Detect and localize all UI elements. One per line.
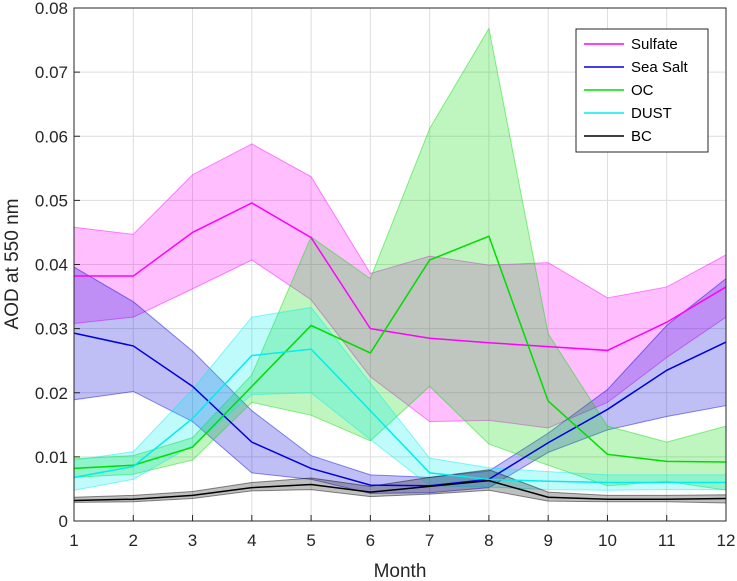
uncertainty-bands — [73, 27, 727, 504]
y-tick-label: 0.06 — [35, 127, 68, 146]
legend-label-oc: OC — [631, 82, 654, 99]
y-tick-label: 0.07 — [35, 63, 68, 82]
x-tick-label: 8 — [484, 531, 493, 550]
y-axis-label: AOD at 550 nm — [2, 199, 23, 330]
x-tick-label: 3 — [188, 531, 197, 550]
bc-line — [73, 479, 727, 502]
x-tick-label: 9 — [543, 531, 552, 550]
legend-label-sea-salt: Sea Salt — [631, 59, 689, 76]
x-tick-label: 4 — [247, 531, 256, 550]
oc-line — [73, 235, 727, 470]
legend: Sulfate Sea Salt OC DUST BC — [575, 28, 709, 153]
y-tick-label: 0.08 — [35, 0, 68, 18]
x-tick-label: 5 — [306, 531, 315, 550]
sea-salt-line — [73, 332, 727, 487]
y-tick-label: 0.04 — [35, 256, 68, 275]
x-tick-label: 6 — [366, 531, 375, 550]
x-tick-label: 2 — [129, 531, 138, 550]
x-tick-label: 7 — [425, 531, 434, 550]
axis-ticks: 1 2 3 4 5 6 7 8 9 10 11 1200.010.020.030.040.050.06… — [35, 0, 736, 550]
x-tick-label: 10 — [598, 531, 617, 550]
x-tick-label: 11 — [658, 531, 676, 550]
y-tick-label: 0 — [59, 512, 68, 531]
dust-line — [73, 348, 726, 484]
series-lines — [73, 202, 727, 502]
x-axis-label: Month — [374, 561, 427, 581]
legend-label-sulfate: Sulfate — [631, 36, 678, 53]
x-tick-label: 12 — [717, 531, 736, 550]
y-tick-label: 0.05 — [35, 191, 68, 210]
sulfate-line — [74, 202, 727, 352]
y-tick-label: 0.02 — [35, 384, 68, 403]
y-tick-label: 0.01 — [35, 448, 68, 467]
y-tick-label: 0.03 — [35, 320, 68, 339]
legend-label-bc: BC — [631, 128, 652, 145]
legend-label-dust: DUST — [631, 105, 672, 122]
x-tick-label: 1 — [69, 531, 78, 550]
